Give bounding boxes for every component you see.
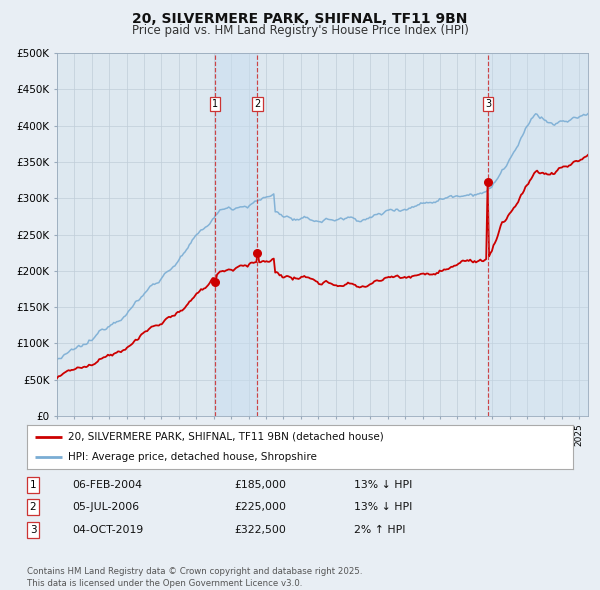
Text: 13% ↓ HPI: 13% ↓ HPI	[354, 480, 412, 490]
Text: £185,000: £185,000	[234, 480, 286, 490]
Text: 13% ↓ HPI: 13% ↓ HPI	[354, 503, 412, 512]
Point	[211, 277, 220, 286]
Text: Contains HM Land Registry data © Crown copyright and database right 2025.
This d: Contains HM Land Registry data © Crown c…	[27, 568, 362, 588]
Text: 06-FEB-2004: 06-FEB-2004	[72, 480, 142, 490]
Text: £225,000: £225,000	[234, 503, 286, 512]
Point	[253, 248, 262, 257]
Text: 1: 1	[212, 99, 218, 109]
Text: 1: 1	[29, 480, 37, 490]
Text: 04-OCT-2019: 04-OCT-2019	[72, 525, 143, 535]
Text: Price paid vs. HM Land Registry's House Price Index (HPI): Price paid vs. HM Land Registry's House …	[131, 24, 469, 37]
Bar	[488, 53, 588, 416]
Text: 20, SILVERMERE PARK, SHIFNAL, TF11 9BN (detached house): 20, SILVERMERE PARK, SHIFNAL, TF11 9BN (…	[68, 432, 384, 442]
Text: £322,500: £322,500	[234, 525, 286, 535]
Text: 05-JUL-2006: 05-JUL-2006	[72, 503, 139, 512]
Text: HPI: Average price, detached house, Shropshire: HPI: Average price, detached house, Shro…	[68, 452, 317, 462]
Point	[483, 177, 493, 186]
Text: 2: 2	[254, 99, 260, 109]
Bar	[215, 53, 257, 416]
Text: 2% ↑ HPI: 2% ↑ HPI	[354, 525, 406, 535]
Text: 3: 3	[29, 525, 37, 535]
Text: 2: 2	[29, 503, 37, 512]
Text: 20, SILVERMERE PARK, SHIFNAL, TF11 9BN: 20, SILVERMERE PARK, SHIFNAL, TF11 9BN	[133, 12, 467, 26]
Text: 3: 3	[485, 99, 491, 109]
